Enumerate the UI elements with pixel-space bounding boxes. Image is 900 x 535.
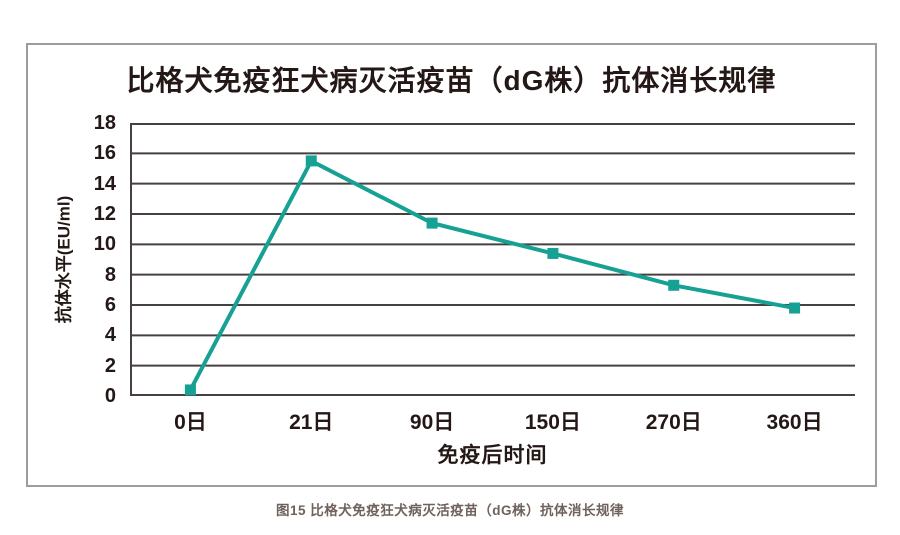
y-tick-label: 18	[93, 112, 116, 134]
data-point-marker	[547, 247, 559, 259]
y-tick-label: 12	[93, 203, 116, 225]
data-point-marker	[305, 155, 317, 167]
y-tick-label: 2	[104, 354, 116, 377]
y-tick-label: 10	[93, 233, 116, 256]
x-tick-label: 90日	[409, 411, 455, 434]
x-tick-label: 150日	[524, 411, 581, 434]
y-tick-label: 8	[104, 263, 116, 286]
y-tick-label: 6	[104, 294, 116, 316]
y-tick-label: 14	[93, 172, 116, 195]
x-tick-label: 0日	[174, 411, 207, 434]
figure-caption: 图15 比格犬免疫狂犬病灭活疫苗（dG株）抗体消长规律	[275, 503, 624, 518]
y-tick-label: 16	[93, 142, 116, 165]
x-axis-title: 免疫后时间	[437, 444, 548, 467]
data-line	[188, 158, 795, 391]
data-point-marker	[184, 384, 196, 396]
x-tick-label: 360日	[766, 411, 823, 434]
x-tick-label: 270日	[645, 411, 702, 434]
y-tick-label: 4	[104, 324, 116, 347]
plot-area	[130, 123, 855, 396]
data-point-marker	[426, 217, 438, 229]
chart-title: 比格犬免疫狂犬病灭活疫苗（dG株）抗体消长规律	[126, 65, 777, 96]
x-tick-label: 21日	[289, 411, 334, 434]
y-tick-label: 0	[104, 385, 116, 407]
data-point-marker	[668, 279, 680, 291]
data-point-marker	[789, 302, 801, 314]
chart-border-box: 比格犬免疫狂犬病灭活疫苗（dG株）抗体消长规律 抗体水平(EU/ml) 18 16…	[26, 43, 877, 487]
